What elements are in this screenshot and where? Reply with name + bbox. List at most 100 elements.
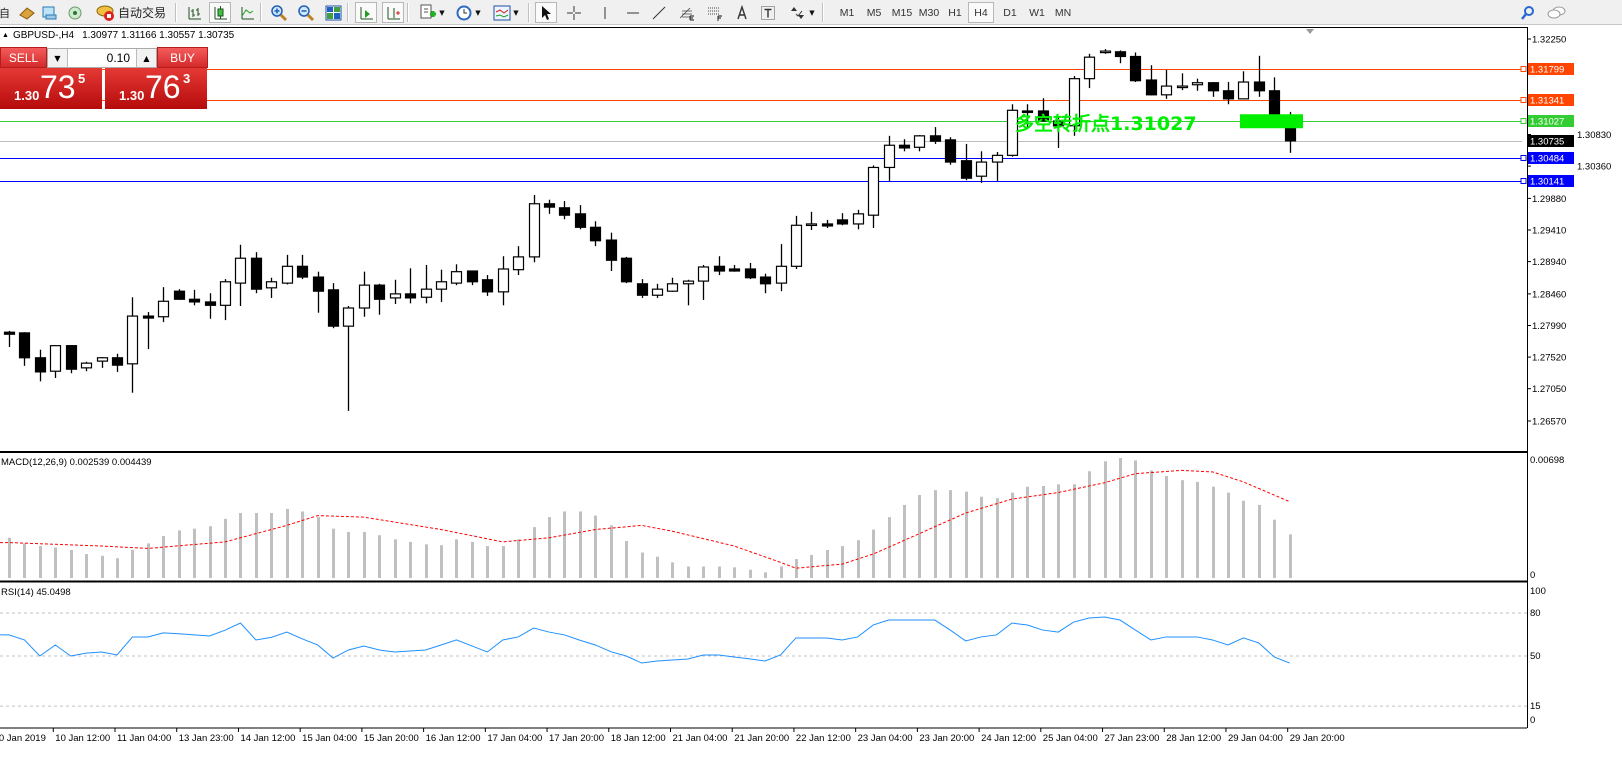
templates-button[interactable]: ▼ [489,2,523,23]
candle-body [358,284,371,309]
candle [697,264,710,300]
candle-body [1083,56,1096,80]
line-chart-button[interactable] [236,2,258,23]
timeframe-m5[interactable]: M5 [866,6,882,19]
text-button[interactable] [731,2,753,23]
macd-bar [178,530,181,578]
vertical-line-button[interactable] [594,2,616,23]
bar-chart-button[interactable] [183,2,205,23]
candle-body [728,268,741,272]
line-handle-icon [1520,66,1527,72]
candle [435,269,448,302]
time-tick-label: 14 Jan 12:00 [240,733,295,744]
horizontal-line-button[interactable] [622,2,644,23]
macd-bar [1134,460,1137,578]
trendline-button[interactable] [648,2,670,23]
candle [358,271,371,317]
fibonacci-fan-button[interactable] [704,2,726,23]
dropdown-arrow-icon[interactable]: ▼ [809,8,815,17]
chat-button[interactable] [1545,2,1569,23]
auto-trading-label[interactable]: 自动交易 [117,6,166,20]
timeframe-d1[interactable]: D1 [1003,6,1017,19]
timeframe-mn[interactable]: MN [1054,6,1072,19]
price-tag-bg [1528,135,1574,147]
sell-price-button[interactable]: 1.30 73 5 [0,68,102,109]
candle [852,209,865,230]
zoom-in-icon [270,4,288,22]
dropdown-arrow-icon[interactable]: ▼ [513,8,519,17]
text-label-button[interactable] [757,2,779,23]
macd-bar [1289,534,1292,578]
line-handle-icon [1520,118,1527,124]
candle [1145,65,1158,96]
profiles-button[interactable] [16,2,38,23]
arrows-button[interactable]: ▼ [785,2,819,23]
candle [250,252,263,294]
chart-shift-icon [385,5,401,21]
auto-trading-button[interactable] [93,2,117,23]
chart-shift-button[interactable] [382,2,404,23]
dropdown-arrow-icon[interactable]: ▼ [475,8,481,17]
candle [1052,116,1065,148]
candle-body [898,144,911,149]
time-tick-label: 17 Jan 04:00 [487,733,542,744]
sell-button[interactable]: SELL [0,47,47,68]
candle-body [1222,90,1235,100]
macd-bar [764,572,767,578]
periods-clock-button[interactable]: ▼ [451,2,485,23]
candle [512,246,525,276]
candle-body [713,265,726,272]
macd-bar [625,541,628,578]
candle-body [111,357,124,366]
indicators-button[interactable]: ▼ [415,2,449,23]
timeframe-m30[interactable]: M30 [918,6,940,19]
chart-ohlc: 1.30977 1.31166 1.30557 1.30735 [82,30,235,41]
candlestick-button[interactable] [209,2,231,23]
line-handle-icon [1520,155,1527,161]
collapse-triangle-icon[interactable]: ▲ [2,32,9,39]
zoom-out-button[interactable] [295,2,317,23]
candle [157,287,170,323]
fibonacci-expansion-button[interactable] [676,2,698,23]
zoom-in-button[interactable] [268,2,290,23]
cursor-button[interactable] [535,2,557,23]
timeframe-h1[interactable]: H1 [948,6,962,19]
market-watch-button[interactable] [38,2,60,23]
macd-bar [455,539,458,578]
tile-windows-button[interactable] [322,2,344,23]
time-tick-label: 11 Jan 04:00 [117,733,171,744]
timeframe-m15[interactable]: M15 [891,6,913,19]
macd-bar [255,513,258,578]
macd-bar [347,531,350,578]
pivot-marker-rect [1240,114,1303,129]
macd-bar [548,517,551,578]
buy-price-button[interactable]: 1.30 76 3 [105,68,207,109]
price-tick-label: 1.27050 [1532,384,1566,395]
lot-increase-button[interactable]: ▲ [136,49,156,67]
signals-icon [66,5,84,21]
lot-size-input[interactable]: 0.10 [68,49,136,67]
candle-body [481,279,494,293]
candle-body [1068,78,1081,127]
candle-body [697,266,710,282]
auto-scroll-button[interactable] [355,2,377,23]
lot-decrease-button[interactable]: ▼ [48,49,68,67]
signals-button[interactable] [64,2,86,23]
timeframe-m1[interactable]: M1 [839,6,855,19]
candle [281,254,294,285]
candle [744,262,757,280]
macd-bar [934,490,937,578]
search-button[interactable] [1518,2,1538,23]
lot-size-stepper[interactable]: ▼ 0.10 ▲ [47,48,157,68]
crosshair-button[interactable] [563,2,585,23]
buy-button[interactable]: BUY [157,47,208,68]
toolbar-separator [528,3,530,22]
price-tag-bg [1528,115,1574,127]
candle-body [805,223,818,227]
dropdown-arrow-icon[interactable]: ▼ [439,8,445,17]
candle-body [65,345,78,370]
candle-body [1052,120,1065,127]
timeframe-h4[interactable]: H4 [968,2,994,23]
timeframe-w1[interactable]: W1 [1029,6,1045,19]
